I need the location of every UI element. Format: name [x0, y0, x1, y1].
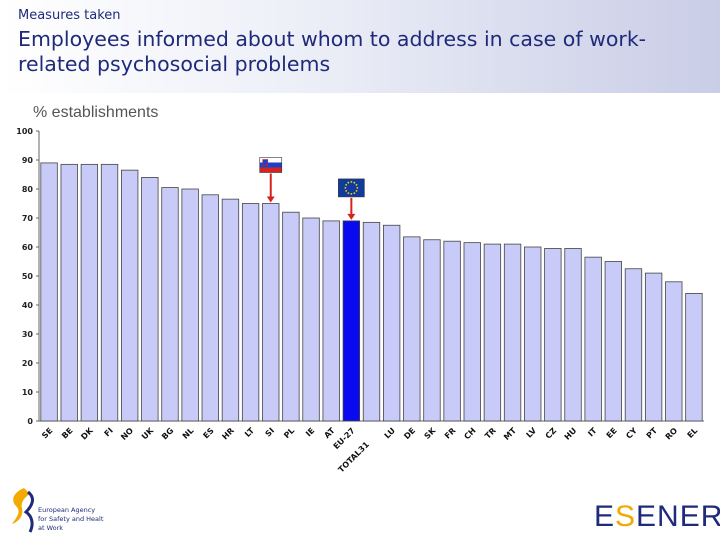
bar-total31 [362, 221, 381, 422]
x-tick-label: PL [282, 426, 296, 440]
x-tick-label: NL [181, 426, 196, 441]
section-kicker: Measures taken [18, 8, 121, 23]
bar-ch [463, 242, 481, 422]
bar-at [322, 220, 340, 422]
agency-name-line-2: for Safety and Health [38, 515, 104, 523]
x-tick-label: NO [119, 426, 135, 442]
x-tick-label: HU [563, 426, 579, 442]
esener-logo-e: E [594, 500, 616, 533]
bar-bg [161, 187, 179, 422]
x-tick-label: TR [483, 426, 498, 441]
y-tick-label: 80 [22, 185, 34, 194]
x-tick-label: IT [586, 426, 599, 439]
x-tick-label: IE [304, 426, 316, 438]
x-tick-label: RO [664, 426, 680, 442]
bar-si [262, 203, 280, 422]
eu-flag-icon [338, 178, 365, 220]
bar-hu [564, 248, 582, 422]
x-tick-label: EE [605, 426, 619, 440]
bar-de [403, 236, 421, 422]
y-tick-label: 50 [22, 272, 34, 281]
y-tick-label: 100 [16, 127, 33, 136]
bar-cy [624, 268, 643, 422]
x-tick-label: LT [243, 426, 256, 439]
bar-ie [302, 217, 320, 422]
bar-be [60, 163, 78, 422]
bar-uk [141, 177, 159, 422]
bar-es [201, 194, 219, 422]
x-tick-label: SE [40, 426, 54, 440]
x-tick-label: SK [423, 425, 438, 440]
y-tick-label: 20 [22, 359, 34, 368]
bar-hr [221, 198, 240, 422]
y-axis-label: % establishments [33, 104, 159, 121]
eu-osha-logo: European Agency for Safety and Health at… [4, 484, 108, 540]
x-tick-label: UK [140, 425, 156, 441]
x-tick-label: FR [443, 426, 458, 441]
y-tick-label: 70 [22, 214, 34, 223]
bar-lt [241, 203, 260, 422]
slovenia-flag-icon [259, 157, 283, 203]
bar-eu-27 [342, 220, 361, 422]
x-tick-label: CH [462, 426, 477, 441]
esener-logo-s: S [615, 500, 637, 533]
bar-lv [524, 246, 542, 422]
y-tick-label: 30 [22, 330, 34, 339]
x-tick-label: SI [264, 426, 277, 439]
y-tick-label: 60 [22, 243, 34, 252]
bar-chart: 0 10 20 30 40 50 60 70 80 90 100 SE BE DK FI NO UK BG NL ES… [16, 127, 704, 474]
bar-fi [100, 163, 119, 422]
bar-mt [503, 243, 522, 422]
y-tick-label: 90 [22, 156, 34, 165]
y-tick-label: 0 [27, 417, 33, 426]
bar-pt [644, 272, 663, 422]
x-tick-label: PT [645, 426, 660, 441]
bar-tr [483, 243, 502, 422]
header-band: Measures taken Employees informed about … [0, 0, 720, 93]
agency-swirl-icon [12, 488, 30, 524]
agency-name-line-3: at Work [38, 524, 63, 532]
bar-dk [80, 163, 99, 422]
bar-pl [282, 211, 300, 422]
x-tick-label: DE [402, 426, 417, 441]
x-tick-label: ES [201, 426, 215, 440]
x-tick-label: EU-27 [332, 426, 357, 451]
bar-no [121, 169, 139, 422]
bar-el [685, 292, 703, 422]
bar-nl [181, 188, 199, 422]
x-tick-label: BG [160, 426, 175, 441]
x-tick-label: LU [383, 426, 397, 440]
bar-fr [443, 240, 461, 422]
page-title: Employees informed about whom to address… [18, 27, 647, 76]
esener-logo: ESENER [594, 500, 720, 534]
x-tick-label: DK [79, 425, 95, 441]
x-tick-label: MT [502, 426, 518, 442]
x-tick-label: EL [686, 426, 700, 440]
bar-cz [544, 248, 562, 422]
bar-sk [423, 239, 441, 422]
x-tick-label: LV [525, 425, 539, 439]
agency-name-line-1: European Agency [38, 506, 95, 514]
esener-logo-rest: ENER [636, 500, 720, 533]
x-tick-label: CY [624, 426, 639, 441]
bar-ro [665, 281, 683, 422]
x-tick-label: BE [60, 426, 75, 441]
x-tick-label: CZ [544, 426, 559, 441]
y-tick-label: 40 [22, 301, 34, 310]
bar-se [40, 162, 58, 422]
x-tick-label: AT [322, 426, 337, 441]
bar-lu [382, 224, 401, 422]
bar-it [584, 256, 602, 422]
x-tick-label: FI [103, 426, 115, 438]
bar-ee [604, 261, 622, 422]
x-tick-label: HR [220, 426, 235, 441]
y-tick-label: 10 [22, 388, 34, 397]
